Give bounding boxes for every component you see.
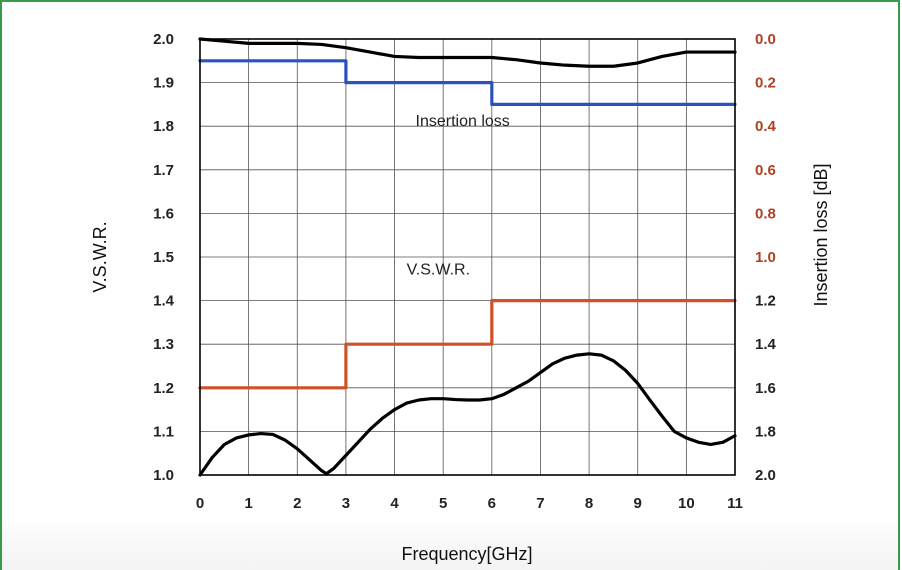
y-right-tick-label: 1.2 (755, 293, 776, 310)
x-tick-label: 2 (293, 495, 301, 512)
annotation-label: Insertion loss (416, 113, 510, 130)
x-axis-label: Frequency[GHz] (401, 544, 532, 564)
annotation-label: V.S.W.R. (407, 261, 470, 278)
x-tick-label: 10 (678, 495, 695, 512)
series-line-3 (198, 59, 737, 106)
grid (199, 38, 736, 476)
x-tick-label: 7 (536, 495, 544, 512)
y-left-axis-label: V.S.W.R. (90, 221, 110, 292)
y-left-tick-labels: 1.0 1.1 1.2 1.3 1.4 1.5 1.6 1.7 1.8 1.9 2.0 (153, 31, 175, 484)
x-tick-label: 0 (196, 495, 204, 512)
x-tick-label: 9 (634, 495, 642, 512)
y-right-tick-label: 1.4 (755, 336, 777, 353)
x-tick-label: 5 (439, 495, 447, 512)
y-left-tick-label: 1.5 (153, 249, 174, 266)
y-left-tick-label: 1.1 (153, 423, 174, 440)
y-right-tick-label: 0.4 (755, 118, 777, 135)
y-left-tick-label: 1.4 (153, 293, 175, 310)
y-right-tick-labels: 2.0 1.8 1.6 1.4 1.2 1.0 0.8 0.6 0.4 0.2 0.0 (755, 31, 777, 484)
y-left-tick-label: 1.3 (153, 336, 174, 353)
y-right-tick-label: 2.0 (755, 467, 776, 484)
y-right-tick-label: 0.2 (755, 75, 776, 92)
y-left-tick-label: 1.0 (153, 467, 174, 484)
x-tick-label: 11 (727, 495, 743, 512)
y-left-tick-label: 1.2 (153, 380, 174, 397)
plot-border (199, 38, 736, 476)
y-right-tick-label: 1.6 (755, 380, 776, 397)
annotations: Insertion loss V.S.W.R. (407, 113, 510, 278)
x-tick-label: 8 (585, 495, 593, 512)
y-right-tick-label: 0.0 (755, 31, 776, 48)
y-right-tick-label: 0.6 (755, 162, 776, 179)
y-right-tick-label: 1.8 (755, 423, 776, 440)
series-line-1 (198, 352, 737, 477)
x-tick-label: 1 (244, 495, 252, 512)
series-group (198, 37, 737, 477)
y-right-axis-label: Insertion loss [dB] (811, 163, 831, 306)
x-tick-labels: 0 1 2 3 4 5 6 7 8 9 10 11 (196, 495, 743, 512)
y-left-tick-label: 1.9 (153, 75, 174, 92)
series-line-4 (198, 299, 737, 390)
y-right-tick-label: 0.8 (755, 205, 776, 222)
y-left-tick-label: 1.6 (153, 205, 174, 222)
series-line-2 (198, 37, 737, 68)
x-tick-label: 4 (390, 495, 399, 512)
x-tick-label: 6 (488, 495, 496, 512)
y-left-tick-label: 1.7 (153, 162, 174, 179)
y-left-tick-label: 1.8 (153, 118, 174, 135)
x-tick-label: 3 (342, 495, 350, 512)
y-right-tick-label: 1.0 (755, 249, 776, 266)
y-left-tick-label: 2.0 (153, 31, 174, 48)
